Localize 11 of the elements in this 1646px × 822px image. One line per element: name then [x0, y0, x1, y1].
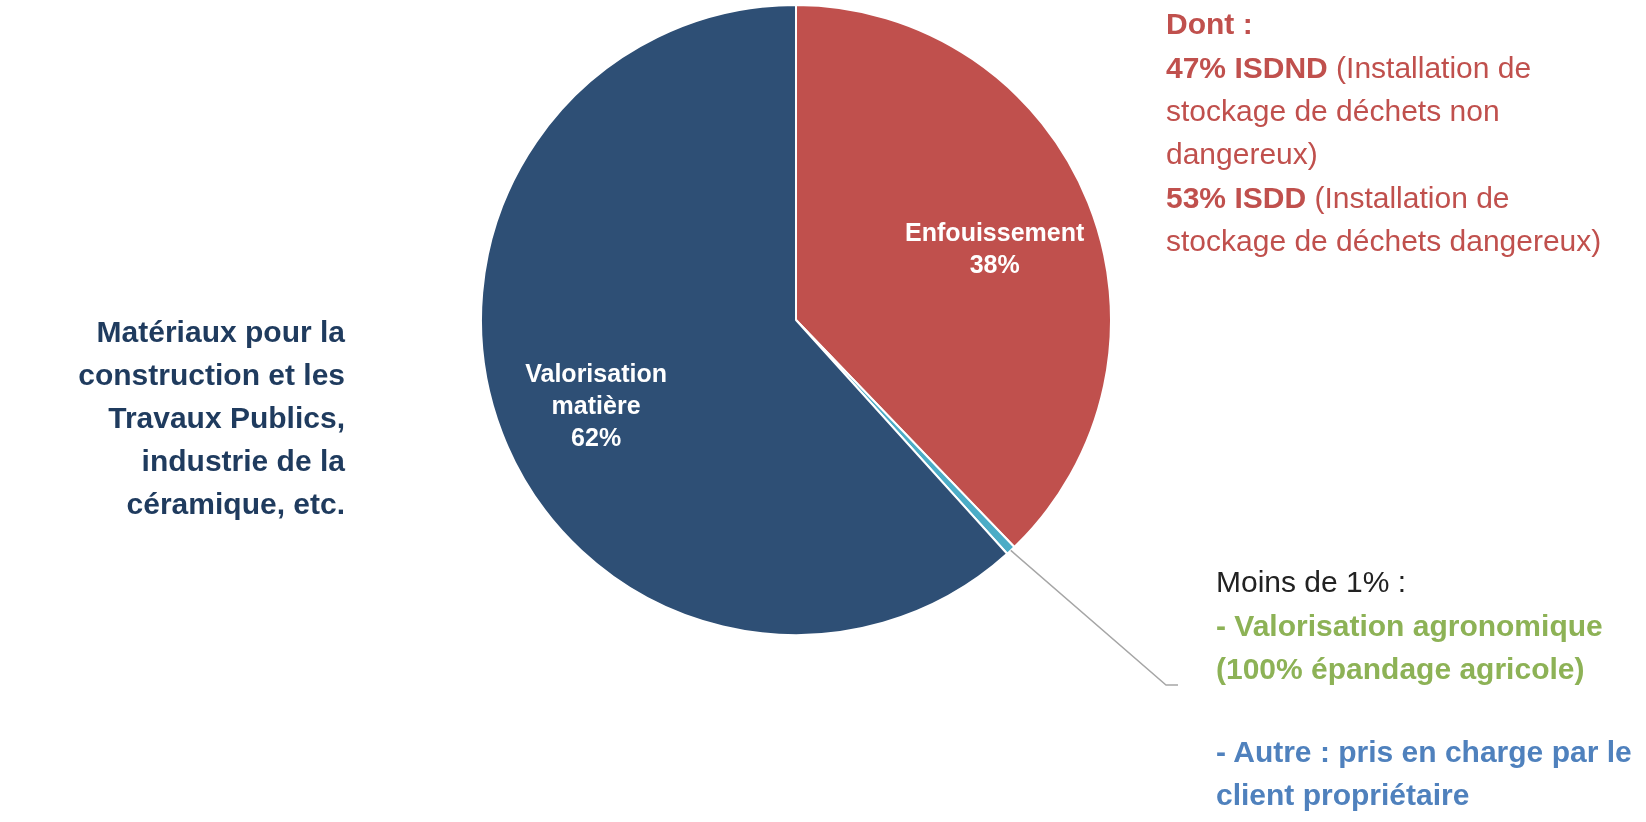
text: - Autre : pris en charge par le client propriétaire [1216, 735, 1632, 811]
slice-label: Valorisation matière [525, 358, 667, 419]
text: Matériaux pour la construction et les Travaux Publics, industrie de la céramique, etc. [78, 315, 345, 520]
text: - Valorisation agronomique (100% épandage agricole) [1216, 609, 1603, 685]
text: Moins de 1% : [1216, 565, 1407, 598]
data-label: 62% [571, 422, 622, 451]
text: 53% ISDD (Installation de stockage de déchets dangereux) [1166, 181, 1602, 257]
text: Dont : [1166, 7, 1253, 40]
data-label: 38% [969, 249, 1020, 278]
text: 47% ISDND (Installation de stockage de déchets non dangereux) [1166, 51, 1532, 170]
slice-label: Enfouissement [905, 217, 1085, 246]
